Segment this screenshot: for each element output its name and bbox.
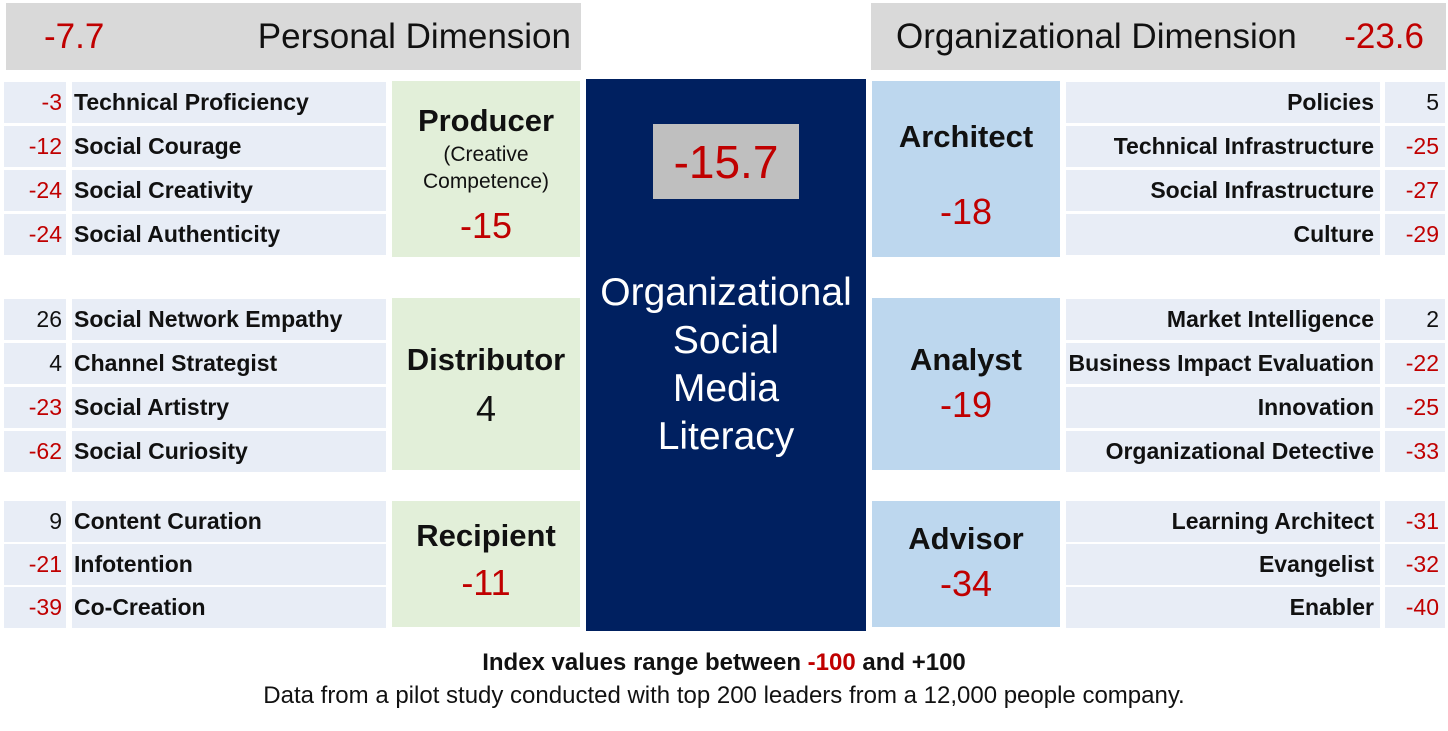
role-name: Distributor	[406, 342, 566, 377]
personal-dimension-header: -7.7 Personal Dimension	[6, 3, 581, 70]
center-title: Organizational Social Media Literacy	[600, 269, 851, 461]
data-source-note: Data from a pilot study conducted with t…	[263, 682, 1185, 709]
left-item-value: 26	[4, 299, 66, 340]
right-item-label: Organizational Detective	[1066, 431, 1380, 472]
right-item-label: Evangelist	[1066, 544, 1380, 585]
left-item-label: Social Authenticity	[72, 214, 386, 255]
left-item-value: -21	[4, 544, 66, 585]
center-panel: -15.7 Organizational Social Media Litera…	[586, 79, 866, 631]
role-value: -19	[939, 384, 993, 425]
right-item-label: Policies	[1066, 82, 1380, 123]
left-item-value: -24	[4, 214, 66, 255]
personal-dimension-title: Personal Dimension	[257, 16, 571, 56]
right-item-label: Technical Infrastructure	[1066, 126, 1380, 167]
left-item-value: 4	[4, 343, 66, 384]
left-item-value: -3	[4, 82, 66, 123]
role-name: Architect	[898, 119, 1034, 154]
center-title-line: Media	[672, 367, 780, 410]
role-architect: Architect -18	[872, 81, 1060, 257]
right-item-value: -22	[1385, 343, 1445, 384]
role-name: Analyst	[910, 342, 1022, 377]
left-item-value: -24	[4, 170, 66, 211]
index-range-prefix: Index values range between	[482, 649, 808, 676]
role-value: 4	[475, 388, 497, 429]
left-item-label: Social Curiosity	[72, 431, 386, 472]
right-item-value: -32	[1385, 544, 1445, 585]
right-item-value: -33	[1385, 431, 1445, 472]
right-item-value: -31	[1385, 501, 1445, 542]
left-item-value: -23	[4, 387, 66, 428]
index-range-max: +100	[911, 649, 966, 676]
footer: Index values range between -100 and +100…	[0, 648, 1448, 711]
right-item-value: -40	[1385, 587, 1445, 628]
right-item-label: Social Infrastructure	[1066, 170, 1380, 211]
right-item-value: -27	[1385, 170, 1445, 211]
role-value: -18	[939, 191, 993, 232]
right-item-label: Culture	[1066, 214, 1380, 255]
role-value: -11	[461, 562, 511, 603]
left-item-label: Co-Creation	[72, 587, 386, 628]
right-item-value: -29	[1385, 214, 1445, 255]
center-title-line: Social	[672, 319, 780, 362]
left-item-label: Infotention	[72, 544, 386, 585]
left-item-label: Content Curation	[72, 501, 386, 542]
overall-score-box: -15.7	[653, 124, 799, 199]
role-name: Producer	[417, 103, 555, 138]
right-item-label: Learning Architect	[1066, 501, 1380, 542]
role-subtitle: Competence)	[422, 170, 550, 193]
role-value: -34	[939, 563, 993, 604]
left-item-label: Social Network Empathy	[72, 299, 386, 340]
role-distributor: Distributor 4	[392, 298, 580, 470]
center-title-line: Literacy	[657, 415, 795, 458]
right-item-value: -25	[1385, 126, 1445, 167]
role-subtitle: (Creative	[443, 143, 529, 166]
role-name: Advisor	[908, 521, 1024, 556]
right-item-value: 5	[1385, 82, 1445, 123]
role-value: -15	[459, 205, 513, 246]
overall-score-value: -15.7	[673, 135, 779, 188]
center-title-line: Organizational	[600, 271, 852, 314]
right-item-label: Business Impact Evaluation	[1066, 343, 1380, 384]
left-item-label: Channel Strategist	[72, 343, 386, 384]
organizational-dimension-title: Organizational Dimension	[896, 16, 1297, 56]
role-recipient: Recipient -11	[392, 501, 580, 627]
role-advisor: Advisor -34	[872, 501, 1060, 627]
left-item-label: Social Creativity	[72, 170, 386, 211]
organizational-dimension-header: Organizational Dimension -23.6	[871, 3, 1446, 70]
left-item-value: 9	[4, 501, 66, 542]
left-item-value: -39	[4, 587, 66, 628]
right-item-label: Market Intelligence	[1066, 299, 1380, 340]
left-item-label: Social Artistry	[72, 387, 386, 428]
role-producer: Producer (Creative Competence) -15	[392, 81, 580, 257]
left-item-label: Social Courage	[72, 126, 386, 167]
organizational-dimension-value: -23.6	[1344, 16, 1424, 56]
right-item-value: -25	[1385, 387, 1445, 428]
role-analyst: Analyst -19	[872, 298, 1060, 470]
role-name: Recipient	[416, 518, 556, 553]
index-range-min: -100	[807, 649, 856, 676]
right-item-label: Enabler	[1066, 587, 1380, 628]
right-item-label: Innovation	[1066, 387, 1380, 428]
index-range-mid: and	[855, 649, 912, 676]
left-item-label: Technical Proficiency	[72, 82, 386, 123]
personal-dimension-value: -7.7	[44, 16, 105, 56]
index-range-note: Index values range between -100 and +100	[0, 648, 1448, 678]
left-item-value: -12	[4, 126, 66, 167]
left-item-value: -62	[4, 431, 66, 472]
right-item-value: 2	[1385, 299, 1445, 340]
